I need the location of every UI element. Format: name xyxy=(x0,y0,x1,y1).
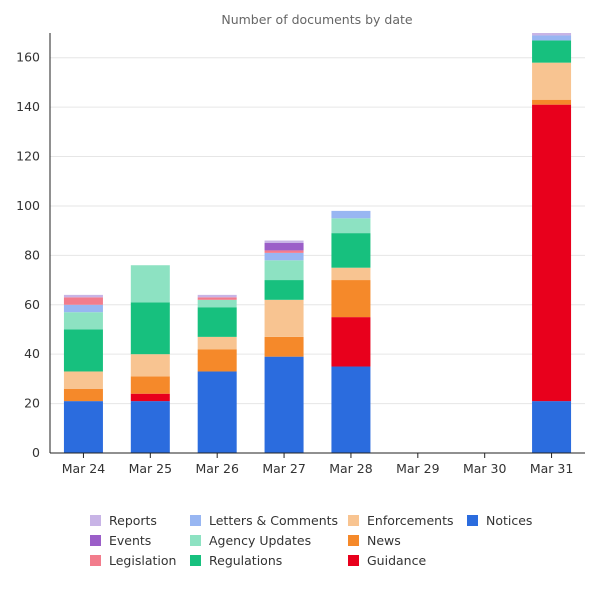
legend-item[interactable]: Legislation xyxy=(90,550,176,570)
legend-swatch xyxy=(348,554,359,566)
bar-segment xyxy=(264,336,304,357)
legend-swatch xyxy=(348,514,359,526)
y-tick-label: 100 xyxy=(16,198,40,213)
legend-item[interactable]: Guidance xyxy=(348,550,426,570)
bar-segment xyxy=(130,302,170,355)
legend-swatch xyxy=(90,554,101,566)
legend-label: Events xyxy=(109,532,152,548)
bar-segment xyxy=(532,33,572,36)
x-tick-label: Mar 29 xyxy=(396,461,440,476)
bar-segment xyxy=(264,299,304,337)
bar-segment xyxy=(63,329,103,372)
bar-segment xyxy=(331,218,371,234)
bar-segment xyxy=(331,210,371,219)
bar-segment xyxy=(63,297,103,305)
legend-label: Letters & Comments xyxy=(209,512,339,528)
bar-segment xyxy=(264,280,304,300)
bar-segment xyxy=(130,265,170,303)
bar-segment xyxy=(197,307,237,337)
x-tick-label: Mar 30 xyxy=(463,461,507,476)
legend-label: News xyxy=(367,532,401,548)
legend-label: Enforcements xyxy=(367,512,454,528)
legend-item[interactable]: Enforcements xyxy=(348,510,454,530)
legend-swatch xyxy=(190,554,201,566)
bar-segment xyxy=(264,260,304,281)
y-tick-label: 80 xyxy=(24,247,40,262)
y-tick-label: 160 xyxy=(16,50,40,65)
bar-segment xyxy=(264,356,304,453)
y-tick-labels: 0 20 40 60 80 100 120 140 160 xyxy=(16,50,40,460)
bar-segment xyxy=(197,336,237,350)
bar-segment xyxy=(63,294,103,298)
x-tick-label: Mar 31 xyxy=(530,461,573,476)
legend-item[interactable]: Notices xyxy=(467,510,532,530)
bar-segment xyxy=(63,388,103,402)
bar-segment xyxy=(197,299,237,308)
axes xyxy=(49,33,585,458)
legend-swatch xyxy=(467,514,478,526)
bar-segment xyxy=(130,354,170,377)
x-tick-label: Mar 28 xyxy=(329,461,373,476)
bar-segment xyxy=(197,349,237,372)
grid-lines xyxy=(50,57,585,454)
bar-segment xyxy=(63,371,103,389)
x-tick-label: Mar 27 xyxy=(262,461,305,476)
legend-label: Reports xyxy=(109,512,157,528)
bar-segment xyxy=(130,401,170,453)
legend-label: Notices xyxy=(486,512,533,528)
legend-item[interactable]: Regulations xyxy=(190,550,282,570)
legend-label: Agency Updates xyxy=(209,532,312,548)
legend-swatch xyxy=(90,514,101,526)
bars xyxy=(63,33,572,453)
y-tick-label: 20 xyxy=(24,396,40,411)
y-tick-label: 60 xyxy=(24,297,40,312)
legend-label: Regulations xyxy=(209,552,283,568)
bar-segment xyxy=(264,252,304,261)
bar-segment xyxy=(532,99,572,105)
bar-segment xyxy=(532,35,572,41)
legend-swatch xyxy=(190,534,201,546)
x-tick-label: Mar 26 xyxy=(195,461,239,476)
bar-segment xyxy=(264,250,304,253)
legend-item[interactable]: News xyxy=(348,530,401,550)
bar-segment xyxy=(264,243,304,251)
chart-title: Number of documents by date xyxy=(221,12,413,27)
bar-segment xyxy=(331,267,371,281)
legend-swatch xyxy=(190,514,201,526)
bar-segment xyxy=(532,401,572,453)
bar-segment xyxy=(331,366,371,453)
bar-segment xyxy=(331,280,371,318)
legend-label: Legislation xyxy=(109,552,177,568)
legend-item[interactable]: Events xyxy=(90,530,151,550)
legend-swatch xyxy=(90,534,101,546)
legend-swatch xyxy=(348,534,359,546)
bar-segment xyxy=(197,297,237,300)
y-tick-label: 120 xyxy=(16,149,40,164)
bar-segment xyxy=(532,62,572,100)
legend-item[interactable]: Reports xyxy=(90,510,157,530)
x-tick-labels: Mar 24 Mar 25 Mar 26 Mar 27 Mar 28 Mar 29 Mar … xyxy=(62,461,574,476)
bar-segment xyxy=(331,233,371,268)
bar-segment xyxy=(130,376,170,394)
bar-segment xyxy=(532,104,572,402)
bar-segment xyxy=(130,393,170,402)
y-tick-label: 40 xyxy=(24,346,40,361)
legend: Reports Events Legislation Letters & Commen… xyxy=(90,510,570,570)
bar-segment xyxy=(264,240,304,243)
legend-item[interactable]: Agency Updates xyxy=(190,530,311,550)
bar-segment xyxy=(197,371,237,453)
bar-segment xyxy=(197,294,237,298)
y-tick-label: 140 xyxy=(16,99,40,114)
bar-segment xyxy=(331,317,371,367)
bar-segment xyxy=(63,312,103,330)
y-tick-label: 0 xyxy=(32,445,40,460)
bar-segment xyxy=(532,40,572,63)
legend-item[interactable]: Letters & Comments xyxy=(190,510,338,530)
bar-segment xyxy=(63,401,103,453)
legend-label: Guidance xyxy=(367,552,427,568)
x-tick-label: Mar 25 xyxy=(129,461,172,476)
bar-segment xyxy=(63,304,103,313)
x-tick-label: Mar 24 xyxy=(62,461,106,476)
